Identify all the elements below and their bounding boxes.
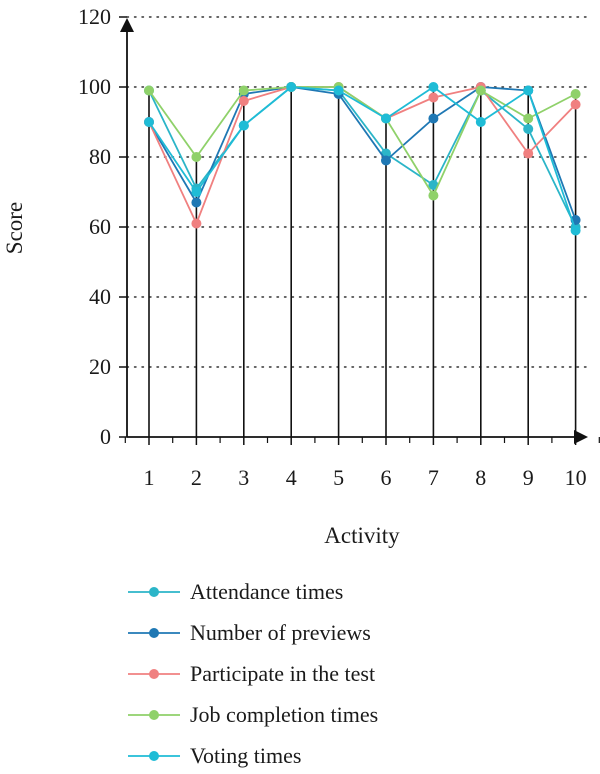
y-tick-label-20: 20: [89, 354, 111, 379]
y-tick-label-0: 0: [100, 424, 111, 449]
legend-item-3: Job completion times: [128, 702, 378, 727]
legend-swatch-marker-4: [149, 751, 159, 761]
data-point-s2-7: [428, 92, 439, 103]
x-axis-title: Activity: [324, 523, 400, 548]
y-tick-label-40: 40: [89, 284, 111, 309]
data-point-s3-1: [144, 85, 154, 96]
y-axis-arrow-icon: [120, 18, 134, 32]
data-point-s3-3: [238, 85, 249, 96]
data-point-s2-10: [570, 99, 581, 110]
legend-label-1: Number of previews: [190, 620, 371, 645]
y-tick-label-100: 100: [78, 74, 111, 99]
data-point-s3-2: [191, 152, 202, 162]
x-axis-arrow-icon: [574, 430, 588, 444]
y-tick-label-80: 80: [89, 144, 111, 169]
data-point-s1-7: [428, 113, 439, 124]
data-point-s3-8: [475, 85, 486, 96]
series-line-1: [148, 86, 577, 221]
legend-label-0: Attendance times: [190, 579, 343, 604]
legend-label-2: Participate in the test: [190, 661, 375, 686]
data-point-s4-3: [238, 120, 249, 131]
axes: [119, 16, 600, 445]
data-point-s4-5: [333, 85, 344, 96]
data-point-s3-9: [523, 113, 534, 124]
data-point-s4-2: [191, 187, 202, 197]
x-tick-label-10: 10: [565, 465, 587, 490]
series-lines: [144, 82, 581, 236]
legend-swatch-marker-0: [149, 587, 159, 597]
activity-drop-lines: [148, 87, 577, 437]
series-line-4: [148, 86, 577, 231]
data-point-s2-9: [523, 148, 534, 159]
x-tick-label-2: 2: [191, 465, 202, 490]
legend-item-4: Voting times: [128, 743, 301, 768]
legend-item-1: Number of previews: [128, 620, 371, 645]
x-tick-label-3: 3: [238, 465, 249, 490]
legend-label-4: Voting times: [190, 743, 301, 768]
data-point-s0-7: [428, 180, 439, 190]
x-tick-label-7: 7: [428, 465, 439, 490]
y-tick-label-60: 60: [89, 214, 111, 239]
legend-swatch-marker-1: [149, 628, 159, 638]
x-tick-label-1: 1: [144, 465, 155, 490]
data-point-s1-2: [191, 197, 202, 208]
series-line-3: [148, 86, 577, 197]
data-point-s3-7: [428, 190, 439, 201]
series-line-2: [148, 86, 577, 225]
data-point-s4-9: [523, 85, 534, 96]
data-point-s2-2: [191, 218, 202, 229]
x-tick-label-8: 8: [475, 465, 486, 490]
legend-item-0: Attendance times: [128, 579, 343, 604]
series-line-0: [148, 86, 577, 228]
grid-lines: [126, 16, 591, 368]
data-point-s1-6: [381, 155, 391, 166]
data-point-s4-10: [570, 225, 581, 236]
series-4: [144, 82, 581, 236]
legend-swatch-marker-3: [149, 710, 159, 720]
y-tick-label-120: 120: [78, 4, 111, 29]
data-point-s3-10: [570, 89, 581, 99]
data-point-s4-1: [144, 117, 154, 127]
legend-swatch-marker-2: [149, 669, 159, 679]
y-axis-title: Score: [2, 202, 27, 254]
data-point-s4-8: [475, 117, 486, 127]
x-tick-label-4: 4: [286, 465, 297, 490]
x-tick-label-6: 6: [381, 465, 392, 490]
data-point-s4-7: [428, 82, 439, 92]
x-tick-label-9: 9: [523, 465, 534, 490]
legend-item-2: Participate in the test: [128, 661, 375, 686]
data-point-s2-3: [238, 96, 249, 106]
data-point-s4-6: [381, 113, 391, 124]
legend: Attendance times Number of previews Partic…: [128, 579, 378, 768]
legend-label-3: Job completion times: [190, 702, 378, 727]
x-tick-label-5: 5: [333, 465, 344, 490]
data-point-s0-9: [523, 124, 534, 134]
tick-labels: 0 20 40 60 80 100 120 1 2 3 4 5 6 7 8 9 10: [78, 4, 587, 490]
data-point-s4-4: [286, 82, 297, 92]
